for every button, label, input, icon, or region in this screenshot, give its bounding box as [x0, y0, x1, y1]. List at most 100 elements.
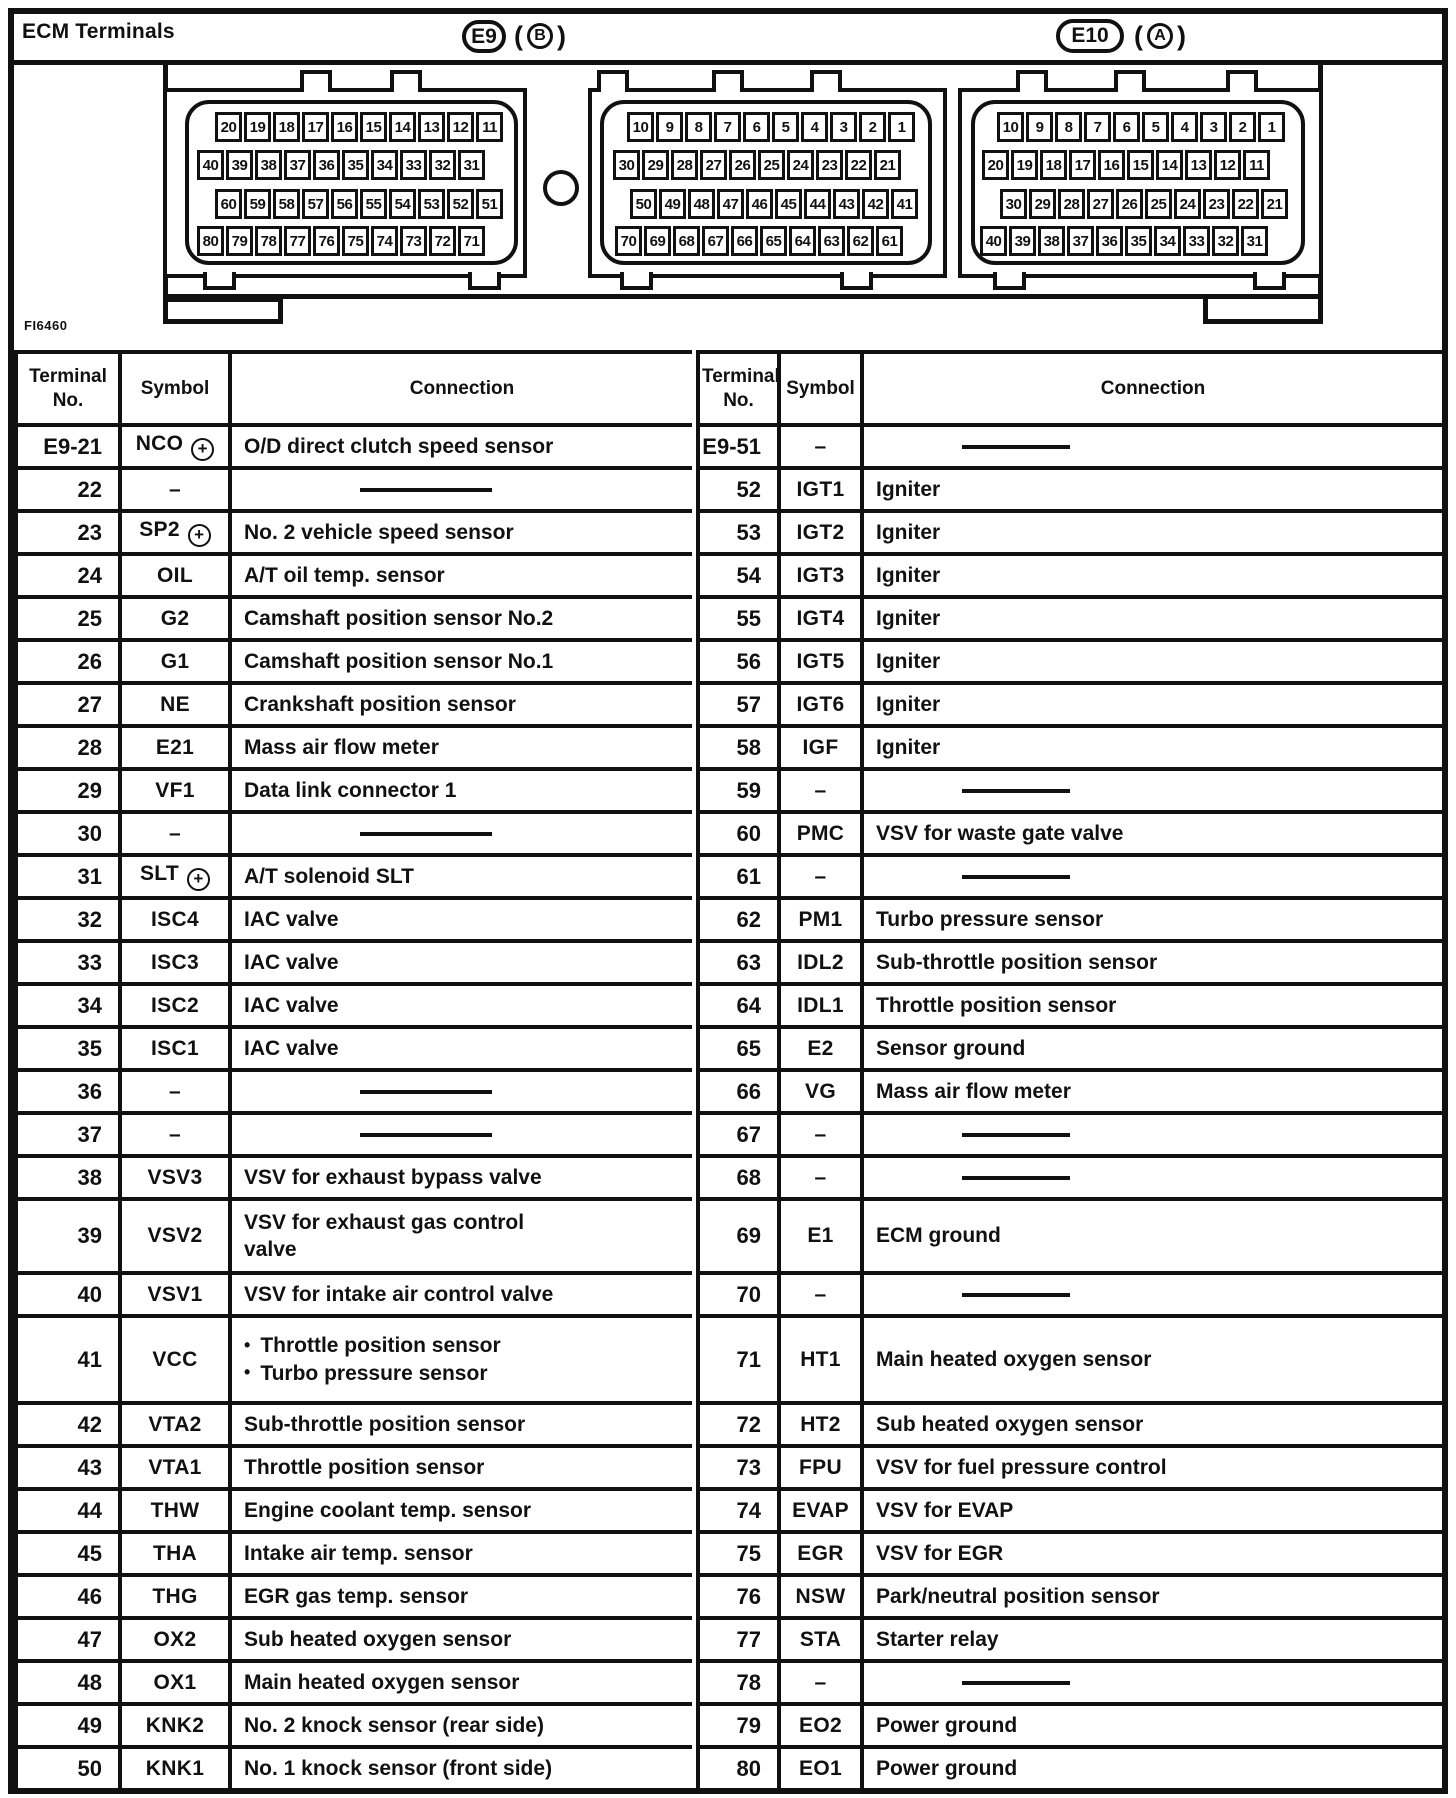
- terminal-no-cell: 61: [696, 853, 781, 900]
- column-header: Terminal No.: [696, 350, 781, 427]
- pin-box: 35: [342, 150, 369, 180]
- pin-box: 10: [997, 112, 1024, 142]
- table-row: 52 IGT1 Igniter: [696, 466, 1442, 513]
- terminal-no-cell: 66: [696, 1068, 781, 1115]
- bullet-icon: •: [244, 1335, 251, 1356]
- symbol-cell: IGT2: [777, 509, 864, 556]
- terminal-no-cell: 37: [14, 1111, 122, 1158]
- symbol-cell: VTA2: [118, 1401, 232, 1448]
- table-row: 36–: [14, 1068, 692, 1115]
- column-header: Symbol: [118, 350, 232, 427]
- symbol-cell: –: [118, 466, 232, 513]
- connection-cell: VSV for exhaust bypass valve: [228, 1154, 692, 1201]
- pin-box: 65: [760, 226, 787, 256]
- terminal-no-cell: 28: [14, 724, 122, 771]
- pin-box: 22: [1232, 189, 1259, 219]
- table-row: 56 IGT5 Igniter: [696, 638, 1442, 685]
- circled-plus-icon: +: [191, 437, 215, 461]
- symbol-cell: SP2 +: [118, 509, 232, 556]
- connection-cell: VSV for waste gate valve: [860, 810, 1442, 857]
- symbol-cell: HT2: [777, 1401, 864, 1448]
- housing-top-tab: [1016, 70, 1048, 92]
- symbol-cell: –: [118, 1068, 232, 1115]
- terminal-no-cell: 32: [14, 896, 122, 943]
- connection-cell: [228, 466, 692, 513]
- pin-box: 14: [1156, 150, 1183, 180]
- pin-box: 22: [845, 150, 872, 180]
- symbol-cell: –: [118, 1111, 232, 1158]
- connection-cell: IAC valve: [228, 939, 692, 986]
- connector-e9-sub-label: ( B ): [514, 19, 566, 53]
- connection-text: Turbo pressure sensor: [260, 1361, 488, 1385]
- table-row: 47 OX2 Sub heated oxygen sensor: [14, 1616, 692, 1663]
- table-row: 68–: [696, 1154, 1442, 1201]
- mounting-bracket-left: [163, 297, 283, 324]
- terminal-no-cell: 59: [696, 767, 781, 814]
- pin-row: 30 29 28 27 26 25 24 23 22 21: [613, 150, 901, 180]
- table-row: 66 VG Mass air flow meter: [696, 1068, 1442, 1115]
- column-header: Connection: [228, 350, 692, 427]
- table-row: 30–: [14, 810, 692, 857]
- pin-box: 9: [656, 112, 683, 142]
- pin-box: 5: [772, 112, 799, 142]
- terminal-no-cell: 31: [14, 853, 122, 900]
- pin-box: 21: [1261, 189, 1288, 219]
- pin-box: 8: [685, 112, 712, 142]
- connection-cell: A/T solenoid SLT: [228, 853, 692, 900]
- terminal-no-cell: 69: [696, 1197, 781, 1275]
- connection-cell: [860, 423, 1442, 470]
- terminal-no-cell: 74: [696, 1487, 781, 1534]
- pin-box: 5: [1142, 112, 1169, 142]
- pin-box: 39: [226, 150, 253, 180]
- table-row: 69 E1 ECM ground: [696, 1197, 1442, 1275]
- terminal-no-cell: 57: [696, 681, 781, 728]
- symbol-cell: –: [777, 853, 864, 900]
- table-row: 46 THG EGR gas temp. sensor: [14, 1573, 692, 1620]
- no-connection-line: [360, 831, 492, 836]
- pin-box: 7: [714, 112, 741, 142]
- pin-box: 71: [458, 226, 485, 256]
- pin-row: 10 9 8 7 6 5 4 3 2 1: [627, 112, 915, 142]
- pin-box: 23: [816, 150, 843, 180]
- terminal-no-cell: 36: [14, 1068, 122, 1115]
- pin-box: 20: [215, 112, 242, 142]
- connection-cell: Throttle position sensor: [228, 1444, 692, 1491]
- connection-cell: Igniter: [860, 595, 1442, 642]
- pin-box: 41: [891, 189, 918, 219]
- terminal-no-cell: 26: [14, 638, 122, 685]
- connection-cell: Crankshaft position sensor: [228, 681, 692, 728]
- no-connection-line: [962, 1175, 1070, 1180]
- pin-box: 3: [1200, 112, 1227, 142]
- table-row: 39 VSV2 VSV for exhaust gas control valve: [14, 1197, 692, 1275]
- symbol-cell: E21: [118, 724, 232, 771]
- connection-cell: Camshaft position sensor No.1: [228, 638, 692, 685]
- e10-label-text: E10: [1071, 24, 1109, 47]
- terminal-no-cell: 49: [14, 1702, 122, 1749]
- pin-row: 30 29 28 27 26 25 24 23 22 21: [1000, 189, 1288, 219]
- bolt-hole: [543, 170, 579, 206]
- pin-box: 32: [1212, 226, 1239, 256]
- pin-box: 51: [476, 189, 503, 219]
- pin-box: 12: [1214, 150, 1241, 180]
- symbol-cell: E1: [777, 1197, 864, 1275]
- terminal-no-cell: 79: [696, 1702, 781, 1749]
- table-row: 67–: [696, 1111, 1442, 1158]
- terminal-no-cell: 70: [696, 1271, 781, 1318]
- connector-e10-label: E10: [1056, 19, 1124, 53]
- column-header: Symbol: [777, 350, 864, 427]
- no-connection-line: [962, 1292, 1070, 1297]
- no-connection-line: [962, 444, 1070, 449]
- connection-cell: VSV for exhaust gas control valve: [228, 1197, 692, 1275]
- table-row: 61–: [696, 853, 1442, 900]
- terminal-no-cell: 50: [14, 1745, 122, 1788]
- table-row: 35 ISC1 IAC valve: [14, 1025, 692, 1072]
- table-row: 73 FPU VSV for fuel pressure control: [696, 1444, 1442, 1491]
- symbol-cell: G1: [118, 638, 232, 685]
- pin-box: 37: [284, 150, 311, 180]
- table-row: 34 ISC2 IAC valve: [14, 982, 692, 1029]
- ecm-outline-segment: [1318, 274, 1323, 298]
- figure-code: FI6460: [24, 318, 68, 333]
- terminal-no-cell: 56: [696, 638, 781, 685]
- symbol-cell: NCO +: [118, 423, 232, 470]
